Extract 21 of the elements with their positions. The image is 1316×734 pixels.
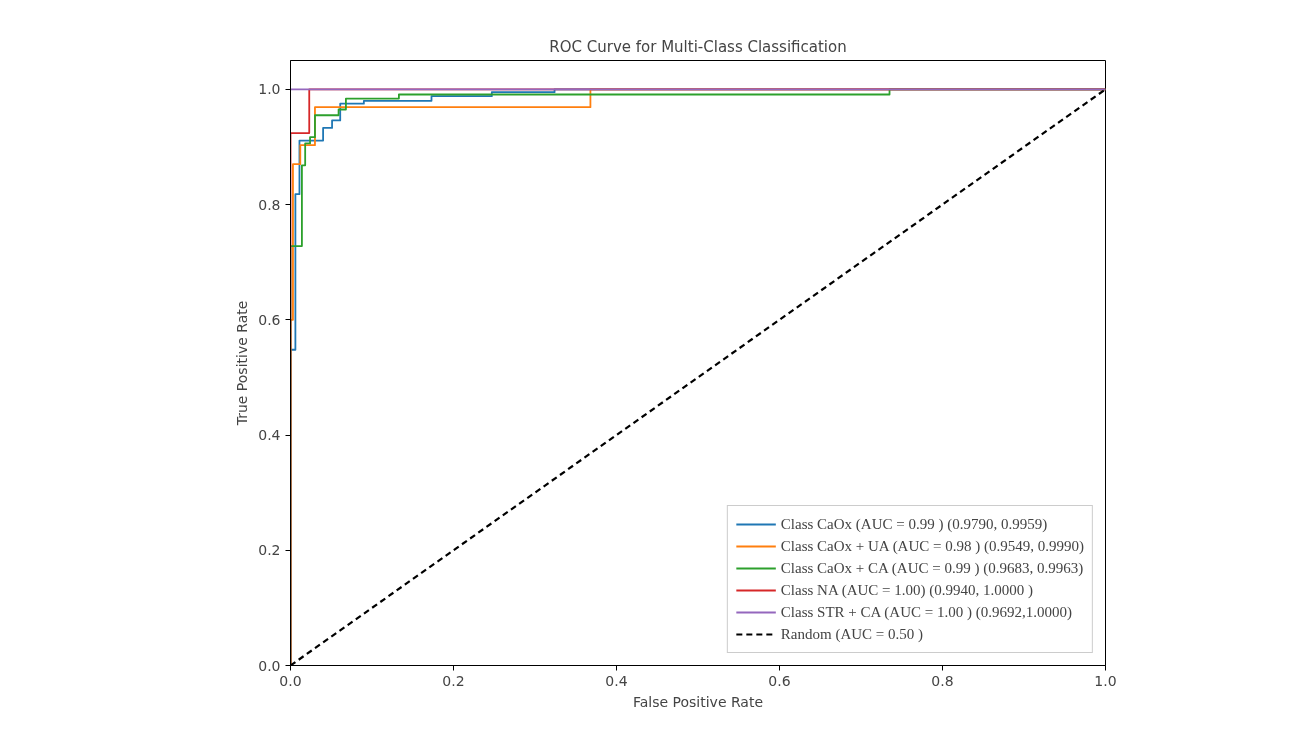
legend-label: Class NA (AUC = 1.00) (0.9940, 1.0000 ) [780, 581, 1034, 599]
x-axis-title: False Positive Rate [632, 693, 764, 710]
chart-title: ROC Curve for Multi-Class Classification [549, 37, 847, 56]
legend-label: Class CaOx + CA (AUC = 0.99 ) (0.9683, 0.9963) [780, 559, 1084, 577]
y-axis-title: True Positive Rate [234, 300, 251, 427]
x-tick-label: 0.6 [768, 672, 791, 689]
x-tick-label: 0.8 [931, 672, 954, 689]
y-tick-label: 0.0 [258, 657, 281, 674]
x-tick-label: 0.2 [442, 672, 465, 689]
legend-label: Class CaOx (AUC = 0.99 ) (0.9790, 0.9959) [780, 515, 1048, 533]
legend-label: Class STR + CA (AUC = 1.00 ) (0.9692,1.0000) [780, 603, 1072, 621]
y-tick-label: 0.6 [258, 311, 281, 328]
x-tick-label: 0.0 [279, 672, 302, 689]
legend-label: Random (AUC = 0.50 ) [780, 625, 924, 643]
legend-label: Class CaOx + UA (AUC = 0.98 ) (0.9549, 0.9990) [780, 537, 1084, 555]
y-tick-label: 0.8 [258, 196, 281, 213]
x-tick-label: 0.4 [605, 672, 628, 689]
x-tick-label: 1.0 [1094, 672, 1117, 689]
y-tick-label: 0.2 [258, 542, 281, 559]
y-tick-label: 0.4 [258, 427, 281, 444]
y-tick-label: 1.0 [258, 81, 281, 98]
